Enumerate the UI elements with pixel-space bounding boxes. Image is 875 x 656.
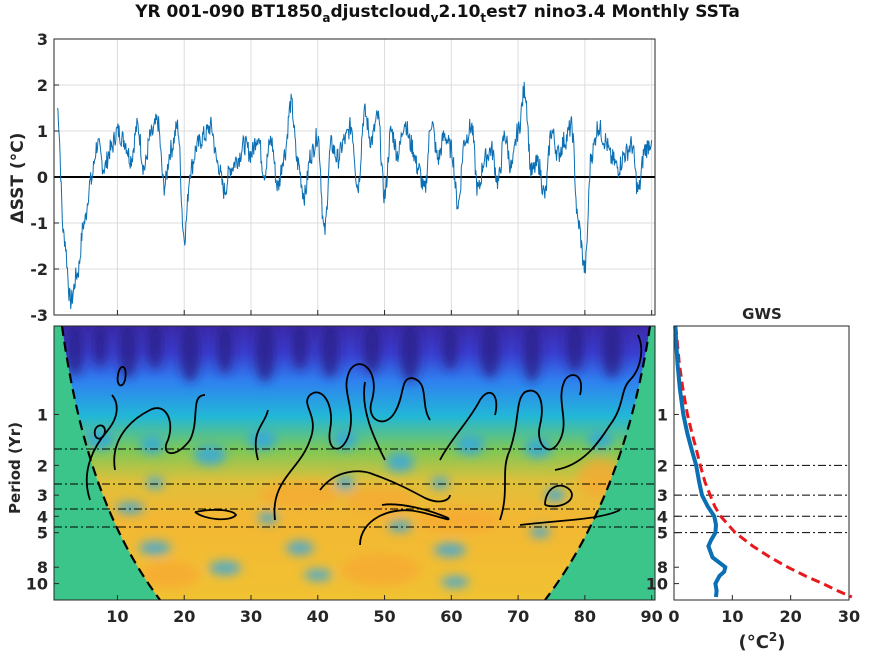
wavelet-ytick-label: 4 — [37, 507, 48, 526]
wavelet-ytick-label: 5 — [37, 524, 48, 543]
gws-power-curve — [673, 325, 728, 598]
coi-boundary-left — [60, 326, 161, 600]
gws-xtick-label: 0 — [668, 607, 679, 626]
wavelet-xtick-label: 20 — [173, 607, 195, 626]
gws-ytick-label: 3 — [657, 486, 668, 505]
power-blobs — [67, 326, 622, 589]
wavelet-ytick-label: 10 — [26, 575, 48, 594]
ts-ytick-label: 2 — [37, 76, 48, 95]
gws-title: GWS — [742, 305, 782, 323]
gws-axes-frame — [673, 325, 850, 601]
significance-contours — [85, 334, 643, 546]
wavelet-ytick-label: 1 — [37, 405, 48, 424]
wavelet-xtick-label: 80 — [574, 607, 596, 626]
gws-ytick-label: 1 — [657, 405, 668, 424]
gws-ytick-label: 10 — [646, 575, 668, 594]
gws-ytick-label: 5 — [657, 524, 668, 543]
gws-xlabel: (°C2) — [738, 630, 786, 653]
ts-ytick-label: -3 — [30, 306, 48, 325]
wavelet-xtick-label: 10 — [106, 607, 128, 626]
wavelet-ytick-label: 8 — [37, 558, 48, 577]
gws-xtick-label: 20 — [780, 607, 802, 626]
coi-boundary-right — [544, 326, 652, 600]
gws-ytick-label: 2 — [657, 456, 668, 475]
gws-ytick-label: 4 — [657, 507, 668, 526]
coi-left — [54, 326, 160, 600]
wavelet-ytick-label: 3 — [37, 486, 48, 505]
gws-reference-lines — [674, 464, 849, 534]
chart-title: YR 001-090 BT1850adjustcloudv2.10test7 n… — [135, 2, 740, 25]
gws-yticks: 1 2 3 45 810 — [646, 405, 679, 594]
wavelet-xtick-label: 50 — [373, 607, 395, 626]
gws-axes-bg — [674, 326, 849, 600]
ts-ytick-label: 3 — [37, 30, 48, 49]
ts-ytick-label: 1 — [37, 122, 48, 141]
wavelet-xticks: 10 20 30 40 50 60 70 80 90 — [106, 310, 663, 626]
ts-ytick-label: 0 — [37, 168, 48, 187]
ts-panel: -3 -2 -1 0 1 2 3 — [30, 30, 656, 325]
gws-ytick-label: 8 — [657, 558, 668, 577]
gws-significance-curve — [674, 325, 853, 599]
ts-ytick-label: -1 — [30, 214, 48, 233]
gws-xtick-label: 30 — [838, 607, 860, 626]
wavelet-xtick-label: 60 — [440, 607, 462, 626]
wavelet-ytick-label: 2 — [37, 456, 48, 475]
coi-right — [545, 326, 655, 600]
wavelet-xtick-label: 40 — [307, 607, 329, 626]
wavelet-xtick-label: 30 — [240, 607, 262, 626]
ts-yticks: -3 -2 -1 0 1 2 3 — [30, 30, 59, 325]
wavelet-heatmap — [54, 326, 655, 600]
sst-series-line — [56, 81, 653, 310]
gws-xtick-label: 10 — [721, 607, 743, 626]
wavelet-yticks: 1 2 3 45 810 — [26, 405, 59, 594]
gws-xticks: 0 10 20 30 — [668, 595, 860, 626]
ts-ytick-label: -2 — [30, 260, 48, 279]
wavelet-xtick-label: 70 — [507, 607, 529, 626]
wavelet-axes-frame — [53, 325, 656, 601]
wavelet-xtick-label: 90 — [641, 607, 663, 626]
